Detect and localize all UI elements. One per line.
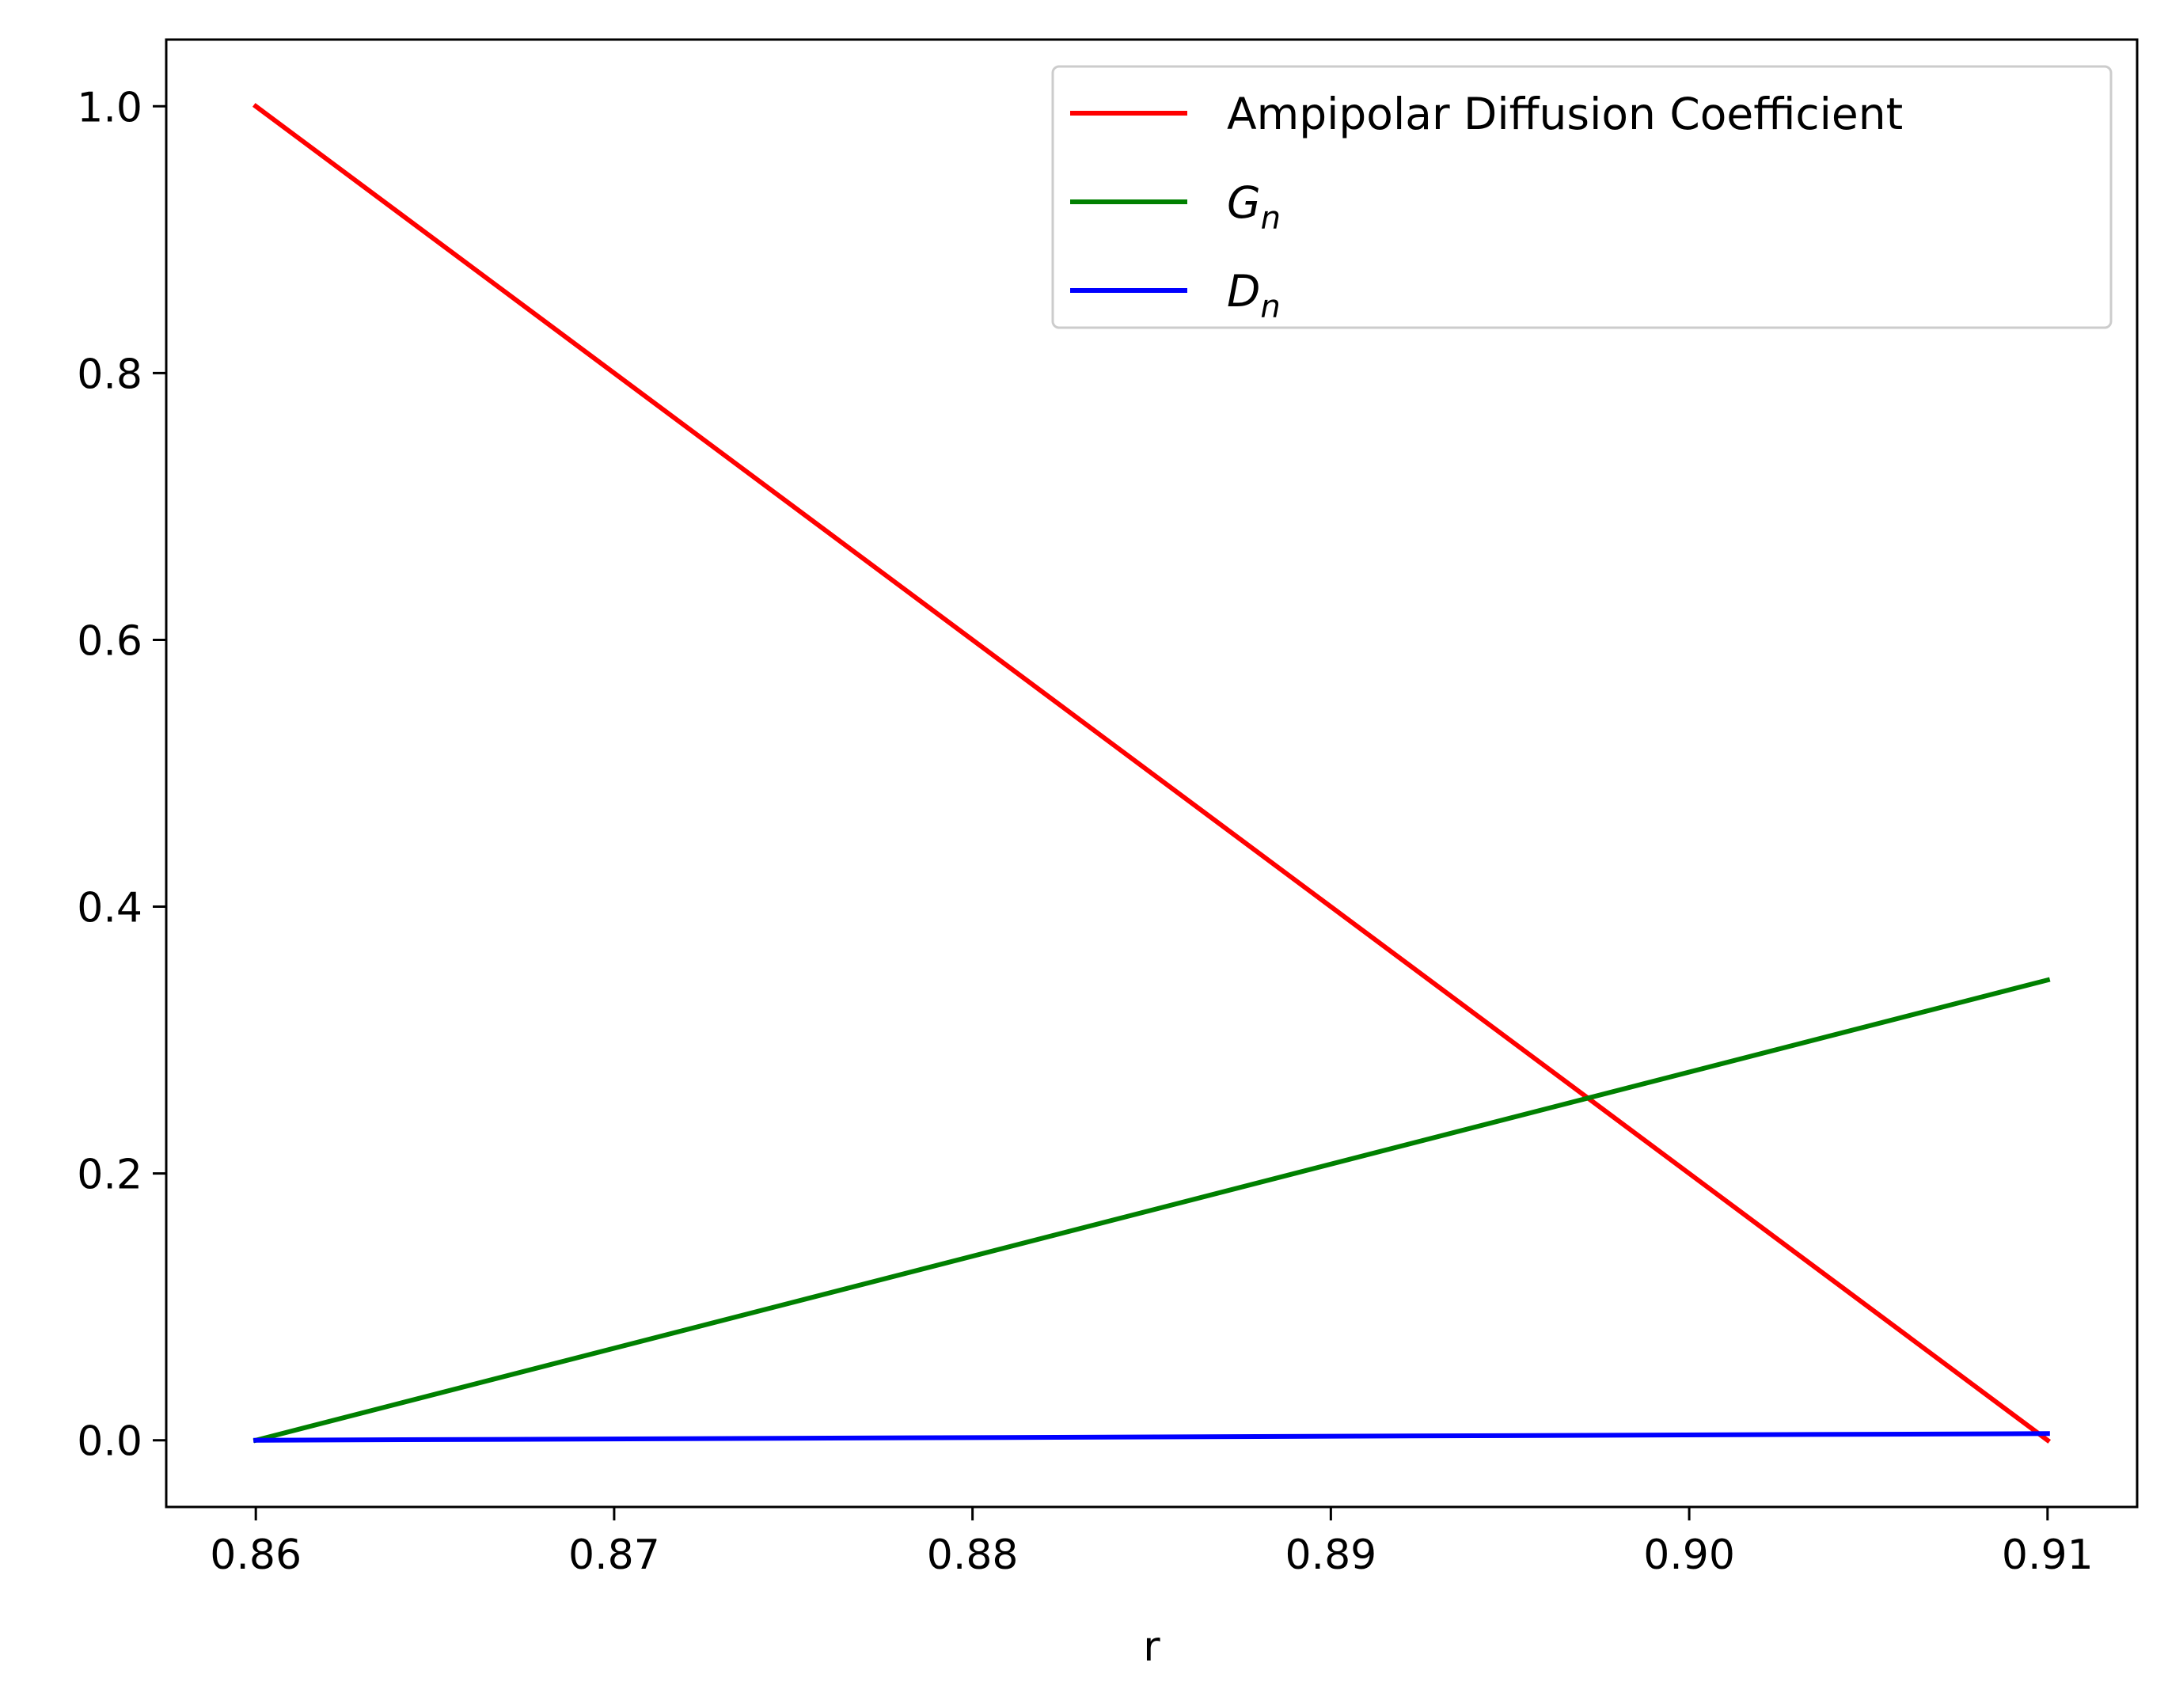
plot-area bbox=[165, 38, 2139, 1509]
x-tick-label: 0.91 bbox=[2002, 1532, 2094, 1579]
y-tick-label: 0.2 bbox=[77, 1152, 142, 1199]
y-tick-label: 0.0 bbox=[77, 1418, 142, 1466]
series-line-2 bbox=[252, 977, 2051, 1444]
legend-label-1: Ampipolar Diffusion Coefficient bbox=[1227, 89, 1903, 139]
x-tick-label: 0.86 bbox=[210, 1532, 302, 1579]
x-tick-label: 0.88 bbox=[927, 1532, 1019, 1579]
y-tick-label: 0.8 bbox=[77, 351, 142, 398]
legend-label-2: Gn bbox=[1227, 177, 1281, 237]
y-tick-label: 0.4 bbox=[77, 885, 142, 932]
y-tick-label: 0.6 bbox=[77, 617, 142, 665]
axes-frame bbox=[165, 38, 2139, 1509]
y-tick-label: 1.0 bbox=[77, 84, 142, 131]
x-axis-label: r bbox=[1143, 1623, 1160, 1671]
x-tick-label: 0.87 bbox=[568, 1532, 660, 1579]
series-line-1 bbox=[252, 103, 2052, 1444]
x-axis-ticks: 0.86 0.87 0.88 0.89 0.90 0.91 bbox=[210, 1507, 2094, 1579]
series-line-3 bbox=[253, 1431, 2050, 1443]
x-tick-label: 0.89 bbox=[1285, 1532, 1376, 1579]
y-axis-ticks: 0.0 0.2 0.4 0.6 0.8 1.0 bbox=[77, 84, 166, 1466]
legend-box bbox=[1051, 65, 2113, 329]
x-tick-label: 0.90 bbox=[1643, 1532, 1735, 1579]
